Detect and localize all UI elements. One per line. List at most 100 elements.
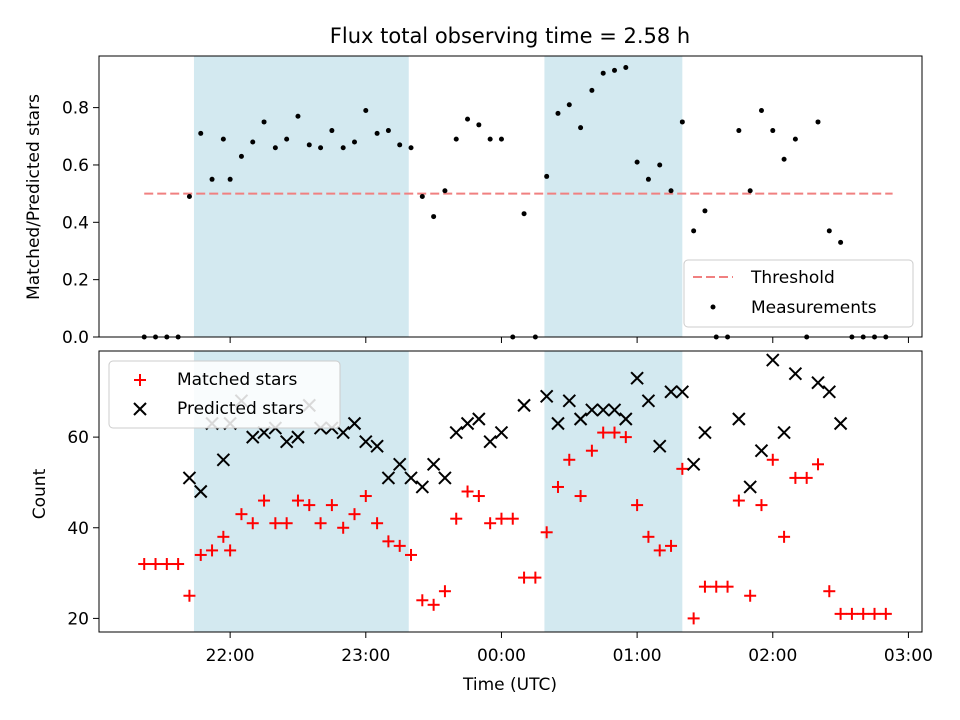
matched-star-point bbox=[585, 444, 598, 457]
observing-window-shade bbox=[544, 351, 683, 632]
matched-star-point bbox=[676, 462, 689, 475]
matched-star-point bbox=[608, 426, 621, 439]
matched-star-point bbox=[732, 494, 745, 507]
predicted-star-point bbox=[347, 416, 362, 431]
matched-star-point bbox=[280, 517, 293, 530]
measurement-point bbox=[770, 128, 776, 134]
predicted-star-point bbox=[743, 480, 757, 494]
predicted-star-point bbox=[438, 471, 452, 485]
measurement-point bbox=[792, 136, 798, 142]
predicted-star-point bbox=[833, 416, 848, 431]
x-tick-label: 23:00 bbox=[341, 646, 390, 666]
predicted-star-point bbox=[483, 434, 497, 449]
matched-star-point bbox=[698, 580, 711, 593]
predicted-star-point bbox=[194, 484, 208, 499]
matched-star-point bbox=[710, 580, 723, 593]
predicted-star-point bbox=[619, 412, 633, 426]
predicted-star-point bbox=[291, 430, 305, 444]
y-tick-label: 0.6 bbox=[62, 156, 89, 176]
matched-legend-swatch bbox=[134, 374, 146, 386]
predicted-star-point bbox=[777, 425, 791, 440]
matched-star-point bbox=[461, 485, 474, 498]
measurement-point bbox=[758, 107, 764, 113]
matched-star-point bbox=[359, 490, 372, 503]
measurement-point bbox=[397, 142, 403, 148]
matched-star-point bbox=[172, 558, 185, 571]
measurement-point bbox=[250, 139, 256, 145]
measurement-point bbox=[408, 145, 414, 151]
matched-star-point bbox=[427, 598, 440, 611]
predicted-star-point bbox=[472, 412, 486, 426]
matched-star-point bbox=[472, 490, 485, 503]
measurement-point bbox=[227, 176, 233, 182]
matched-star-point bbox=[224, 544, 237, 557]
predicted-star-point bbox=[404, 471, 418, 485]
predicted-star-point bbox=[754, 444, 769, 458]
measurements-legend-swatch bbox=[710, 304, 716, 310]
matched-star-point bbox=[518, 571, 531, 584]
matched-legend-label: Matched stars bbox=[177, 370, 297, 390]
predicted-legend-swatch bbox=[133, 402, 147, 416]
measurement-point bbox=[826, 228, 832, 234]
matched-star-point bbox=[405, 548, 418, 561]
ratio-legend-box bbox=[683, 259, 914, 328]
matched-star-point bbox=[438, 585, 451, 598]
matched-star-point bbox=[291, 494, 304, 507]
observing-window-shades bbox=[193, 56, 683, 337]
measurement-point bbox=[363, 107, 369, 113]
measurement-point bbox=[351, 139, 357, 145]
predicted-star-point bbox=[336, 425, 350, 440]
matched-star-point bbox=[857, 607, 870, 620]
matched-star-point bbox=[631, 499, 644, 512]
matched-star-point bbox=[325, 499, 338, 512]
y-tick-label: 20 bbox=[67, 609, 89, 629]
matched-star-point bbox=[149, 558, 162, 571]
x-tick-label: 01:00 bbox=[613, 646, 662, 666]
ratio-legend: Threshold Measurements bbox=[683, 259, 914, 328]
matched-star-point bbox=[619, 431, 632, 444]
count-y-axis-label: Count bbox=[30, 468, 50, 519]
matched-star-point bbox=[495, 512, 508, 525]
matched-star-point bbox=[314, 517, 327, 530]
matched-star-point bbox=[811, 458, 824, 471]
measurement-point bbox=[318, 145, 324, 151]
x-tick-label: 00:00 bbox=[477, 646, 526, 666]
measurement-point bbox=[238, 153, 244, 159]
predicted-star-point bbox=[732, 412, 746, 426]
count-panel-frame bbox=[98, 350, 923, 633]
matched-star-point bbox=[687, 612, 700, 625]
matched-star-point bbox=[217, 530, 230, 543]
matched-star-point bbox=[337, 521, 350, 534]
matched-star-point bbox=[755, 499, 768, 512]
y-tick-label: 0.8 bbox=[62, 99, 89, 119]
threshold-legend-label: Threshold bbox=[750, 268, 835, 288]
ratio-panel-frame bbox=[98, 55, 923, 338]
predicted-star-point bbox=[426, 457, 441, 472]
predicted-star-point bbox=[415, 480, 430, 494]
count-y-axis-ticks: 20 40 60 bbox=[67, 428, 99, 629]
measurement-point bbox=[465, 116, 471, 122]
measurement-point bbox=[815, 119, 821, 125]
matched-star-point bbox=[206, 544, 219, 557]
measurement-point bbox=[544, 173, 550, 179]
matched-star-point bbox=[800, 471, 813, 484]
matched-star-point bbox=[484, 517, 497, 530]
predicted-star-point bbox=[562, 394, 576, 408]
predicted-star-point bbox=[698, 425, 712, 440]
matched-star-point bbox=[823, 585, 836, 598]
measurement-point bbox=[612, 67, 618, 73]
measurement-point bbox=[498, 136, 504, 142]
matched-star-point bbox=[845, 607, 858, 620]
ratio-y-axis-label: Matched/Predicted stars bbox=[24, 94, 44, 300]
measurement-point bbox=[198, 130, 204, 136]
measurements-legend-label: Measurements bbox=[751, 298, 877, 318]
matched-star-point bbox=[540, 526, 553, 539]
matched-star-point bbox=[416, 594, 429, 607]
count-panel: 20 40 60 22:00 23:00 00:00 01:00 02:00 03:00 Ti… bbox=[30, 350, 933, 695]
predicted-star-point bbox=[573, 412, 588, 426]
measurement-points bbox=[141, 64, 889, 340]
measurement-point bbox=[634, 159, 640, 165]
matched-star-point bbox=[183, 589, 196, 602]
predicted-star-point bbox=[607, 403, 622, 417]
